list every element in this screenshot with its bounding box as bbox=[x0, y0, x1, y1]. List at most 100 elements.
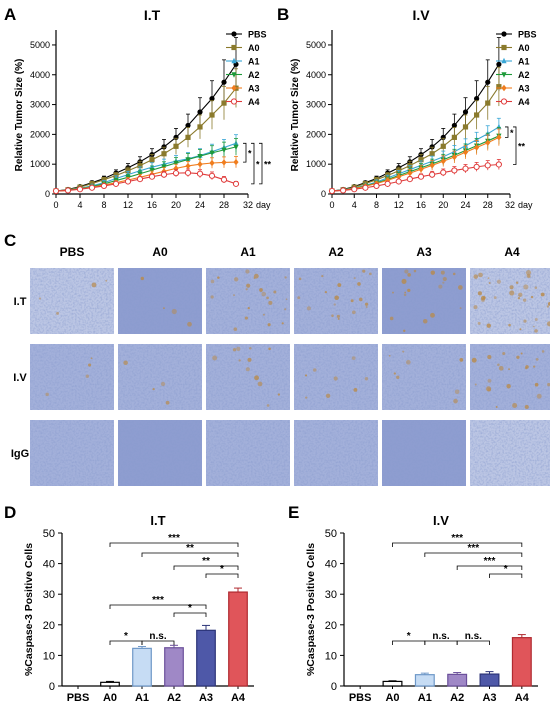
data-point bbox=[485, 100, 491, 106]
stain-spot bbox=[534, 329, 538, 333]
x-tick-label: A1 bbox=[418, 692, 432, 704]
ihc-image bbox=[30, 268, 114, 334]
stain-spot bbox=[540, 292, 545, 297]
data-point bbox=[185, 157, 191, 163]
x-tick-label: 12 bbox=[394, 200, 404, 210]
legend-label: A0 bbox=[518, 43, 530, 53]
y-tick-label: 3000 bbox=[30, 100, 50, 110]
x-tick-label: A4 bbox=[515, 692, 530, 704]
sig-label: ** bbox=[518, 142, 526, 152]
data-point bbox=[406, 175, 413, 183]
x-tick-label: A1 bbox=[135, 692, 149, 704]
bar-a0 bbox=[382, 680, 403, 687]
y-tick-label: 30 bbox=[43, 589, 55, 601]
x-tick-label: A2 bbox=[450, 692, 464, 704]
y-tick-label: 0 bbox=[45, 189, 50, 199]
stain-spot bbox=[212, 355, 218, 361]
bar-a4 bbox=[228, 591, 248, 687]
panel-label-b: B bbox=[277, 5, 289, 24]
legend-marker bbox=[500, 98, 508, 105]
data-point bbox=[418, 166, 424, 173]
series-line bbox=[55, 142, 237, 192]
stain-spot bbox=[497, 363, 500, 367]
stain-spot bbox=[487, 277, 490, 279]
stain-spot bbox=[493, 296, 497, 300]
series-line bbox=[331, 64, 500, 192]
ihc-image bbox=[382, 420, 466, 486]
legend-label: A4 bbox=[248, 97, 260, 107]
data-point bbox=[328, 187, 336, 195]
data-point bbox=[148, 173, 156, 180]
ihc-image bbox=[470, 268, 550, 334]
data-point bbox=[185, 122, 191, 129]
x-tick-label: 4 bbox=[77, 200, 82, 210]
data-point bbox=[185, 162, 191, 170]
stain-spot bbox=[305, 396, 308, 399]
stain-spot bbox=[297, 296, 301, 300]
stain-spot bbox=[534, 286, 538, 290]
stain-spot bbox=[471, 357, 477, 363]
stain-spot bbox=[284, 308, 287, 311]
stain-spot bbox=[478, 272, 483, 278]
data-point bbox=[351, 186, 358, 193]
stain-spot bbox=[402, 350, 405, 353]
legend-marker bbox=[230, 98, 238, 105]
ihc-image bbox=[382, 268, 466, 334]
stain-spot bbox=[362, 269, 366, 273]
sig-bracket bbox=[109, 604, 207, 609]
stain-spot bbox=[526, 273, 531, 278]
ihc-image bbox=[294, 344, 378, 410]
x-tick-label: A4 bbox=[231, 692, 246, 704]
data-point bbox=[112, 180, 120, 187]
stain-spot bbox=[165, 400, 170, 405]
data-point bbox=[485, 79, 491, 85]
x-tick-label: 32 bbox=[243, 200, 253, 210]
stain-spot bbox=[430, 312, 435, 318]
stain-spot bbox=[277, 393, 281, 396]
stain-spot bbox=[404, 269, 409, 274]
sig-label: n.s. bbox=[432, 631, 449, 642]
legend-marker bbox=[501, 44, 507, 51]
stain-spot bbox=[452, 272, 456, 276]
legend-marker bbox=[501, 57, 507, 64]
sig-label: *** bbox=[168, 533, 180, 544]
stain-spot bbox=[246, 283, 251, 288]
bar-a3 bbox=[479, 673, 500, 687]
data-point bbox=[474, 144, 480, 151]
stain-spot bbox=[502, 351, 506, 356]
data-point bbox=[396, 173, 402, 180]
data-point bbox=[407, 169, 413, 177]
legend-marker bbox=[231, 57, 237, 64]
data-point bbox=[161, 151, 167, 157]
data-point bbox=[161, 164, 167, 170]
x-axis-label: day bbox=[256, 200, 271, 210]
data-point bbox=[462, 124, 469, 130]
stain-spot bbox=[306, 306, 311, 311]
x-tick-label: 32 bbox=[505, 200, 515, 210]
x-tick-label: PBS bbox=[349, 692, 372, 704]
y-tick-label: 2000 bbox=[30, 129, 50, 139]
caspase-ihc-grid: PBS A0 A1 A2 A3 A4 I.T I.V IgG bbox=[11, 245, 550, 486]
ihc-image bbox=[470, 344, 550, 410]
ihc-texture bbox=[382, 268, 466, 334]
legend-label: PBS bbox=[518, 30, 537, 40]
stain-spot bbox=[45, 392, 49, 397]
stain-spot bbox=[266, 404, 270, 407]
stain-spot bbox=[535, 357, 539, 361]
stain-spot bbox=[364, 302, 369, 306]
ihc-texture bbox=[30, 268, 114, 334]
y-tick-label: 20 bbox=[43, 620, 55, 632]
series-line bbox=[55, 87, 237, 192]
stain-spot bbox=[337, 317, 340, 320]
stain-spot bbox=[477, 291, 482, 296]
stain-spot bbox=[123, 360, 128, 365]
ihc-texture bbox=[382, 420, 466, 486]
stain-spot bbox=[459, 358, 464, 362]
stain-spot bbox=[454, 389, 460, 395]
series-line bbox=[331, 126, 500, 192]
stain-spot bbox=[527, 274, 531, 279]
sig-label: * bbox=[510, 128, 514, 138]
column-header: A4 bbox=[504, 245, 520, 259]
data-point bbox=[473, 163, 480, 170]
sig-label: n.s. bbox=[465, 631, 482, 642]
